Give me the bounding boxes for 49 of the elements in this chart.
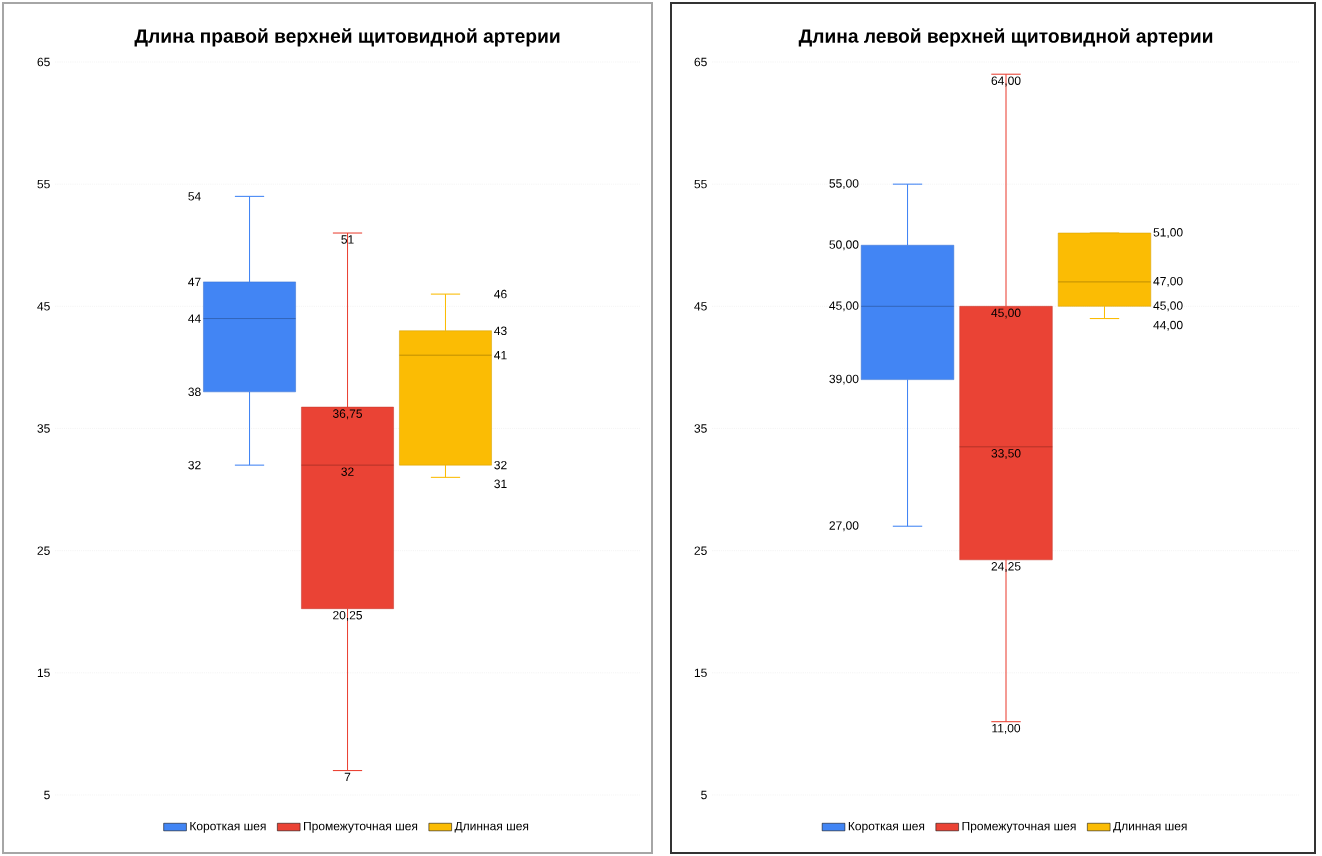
legend-label: Короткая шея <box>848 821 925 833</box>
text: 32 <box>494 460 507 470</box>
text: 55,00 <box>829 179 859 190</box>
y-tick-label: 35 <box>37 424 50 433</box>
y-tick-label: 15 <box>694 668 707 678</box>
y-tick-label: 5 <box>701 790 707 800</box>
y-tick-label: 35 <box>694 424 707 433</box>
y-tick-label: 5 <box>44 790 50 800</box>
legend-label: Длинная шея <box>454 821 529 833</box>
text: 32 <box>341 467 354 476</box>
text: 51,00 <box>1153 228 1183 238</box>
y-tick-label: 65 <box>37 57 50 67</box>
text: 24,25 <box>991 562 1021 572</box>
legend-label: Длинная шея <box>1113 821 1187 833</box>
y-tick-label: 15 <box>37 668 50 678</box>
chart-title: Длина левой верхней щитовидной артерии <box>798 28 1213 47</box>
text: 39,00 <box>829 374 859 385</box>
text: 43 <box>494 326 507 336</box>
text: 45,00 <box>1153 301 1183 312</box>
text: 44,00 <box>1153 320 1183 331</box>
text: 46 <box>494 289 507 299</box>
y-tick-label: 55 <box>694 179 707 189</box>
y-tick-label: 45 <box>37 302 50 311</box>
y-tick-label: 45 <box>694 302 707 311</box>
chart-title: Длина правой верхней щитовидной артерии <box>134 28 560 47</box>
text: 7 <box>344 772 351 782</box>
text: 41 <box>494 351 507 360</box>
text: 33,50 <box>991 449 1021 459</box>
text: 36,75 <box>332 409 363 420</box>
text: 45,00 <box>829 301 859 312</box>
text: 47 <box>188 277 201 287</box>
text: 11,00 <box>992 723 1021 734</box>
text: 31 <box>494 479 507 489</box>
text: 47,00 <box>1153 276 1183 287</box>
text: 38 <box>188 387 201 397</box>
legend-label: Промежуточная шея <box>962 821 1076 833</box>
text: 54 <box>188 192 201 201</box>
text: 45,00 <box>991 308 1021 319</box>
text: 32 <box>188 460 201 470</box>
y-tick-label: 65 <box>694 57 707 67</box>
text: 44 <box>188 314 201 323</box>
y-tick-label: 25 <box>694 546 707 555</box>
text: 64,00 <box>991 76 1021 87</box>
y-tick-label: 25 <box>37 546 50 555</box>
text: 27,00 <box>829 521 859 532</box>
legend-label: Промежуточная шея <box>304 821 418 833</box>
y-tick-label: 55 <box>37 179 50 189</box>
legend-label: Короткая шея <box>190 821 266 833</box>
text: 50,00 <box>829 240 859 251</box>
